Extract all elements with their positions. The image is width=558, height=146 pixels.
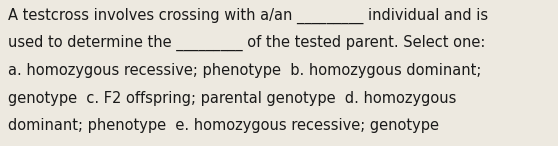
Text: dominant; phenotype  e. homozygous recessive; genotype: dominant; phenotype e. homozygous recess… (8, 118, 439, 133)
Text: a. homozygous recessive; phenotype  b. homozygous dominant;: a. homozygous recessive; phenotype b. ho… (8, 63, 482, 78)
Text: A testcross involves crossing with a/an _________ individual and is: A testcross involves crossing with a/an … (8, 7, 488, 24)
Text: genotype  c. F2 offspring; parental genotype  d. homozygous: genotype c. F2 offspring; parental genot… (8, 91, 457, 106)
Text: used to determine the _________ of the tested parent. Select one:: used to determine the _________ of the t… (8, 35, 486, 51)
